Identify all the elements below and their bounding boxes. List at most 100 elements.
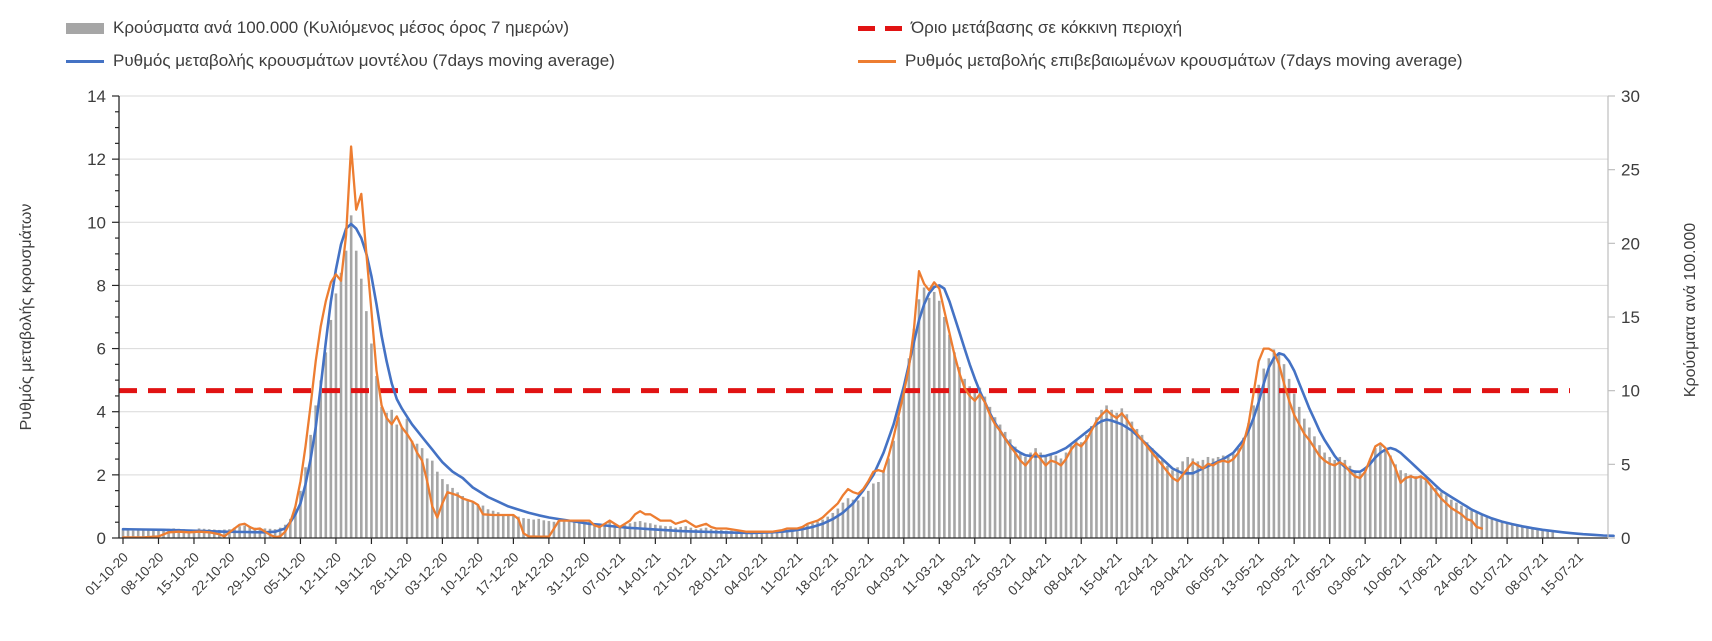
bar — [136, 529, 140, 538]
bar — [1155, 454, 1159, 538]
bar — [796, 528, 799, 538]
bar — [471, 501, 475, 538]
bar — [512, 515, 515, 538]
bar — [1292, 393, 1296, 538]
bar — [1531, 528, 1534, 538]
bar — [289, 518, 292, 538]
bar — [1003, 431, 1007, 538]
bar — [755, 532, 759, 538]
bar — [1257, 384, 1260, 538]
bar — [669, 526, 672, 538]
blue-line-icon — [66, 59, 104, 63]
bar — [182, 529, 186, 538]
bar — [1470, 510, 1473, 538]
bar — [1024, 456, 1027, 538]
bar — [922, 287, 926, 538]
bar — [1226, 456, 1230, 538]
bar — [1546, 530, 1549, 538]
bar — [1201, 459, 1205, 538]
legend-label-cases-per-100k: Κρούσματα ανά 100.000 (Κυλιόμενος μέσος … — [113, 18, 570, 37]
bar — [659, 525, 662, 538]
bar — [892, 440, 895, 538]
bar — [1333, 459, 1337, 538]
bar — [486, 509, 490, 538]
bar — [324, 352, 328, 538]
bar — [578, 521, 581, 538]
left-tick-label: 12 — [87, 150, 106, 169]
gridlines — [119, 95, 1608, 476]
bar — [593, 524, 596, 538]
left-tick-label: 0 — [97, 529, 106, 548]
bar — [887, 458, 890, 538]
bar — [365, 311, 368, 538]
bar — [436, 471, 439, 538]
bar — [501, 514, 505, 538]
bar — [1176, 467, 1179, 538]
bar — [1384, 449, 1387, 538]
bar — [476, 504, 480, 538]
bar — [872, 483, 875, 538]
bar — [841, 502, 845, 538]
bar — [1130, 421, 1134, 538]
bar — [349, 215, 353, 538]
bar — [856, 500, 860, 538]
right-axis-labels: 0 5 10 15 20 25 30 — [1621, 87, 1640, 548]
bar — [958, 367, 961, 538]
legend-label-red-threshold: Όριο μετάβασης σε κόκκινη περιοχή — [911, 18, 1183, 37]
bar — [699, 528, 703, 538]
bar — [674, 527, 677, 538]
bar — [785, 529, 789, 538]
right-tick-label: 25 — [1621, 161, 1640, 180]
bar — [451, 487, 454, 538]
bar — [1237, 448, 1240, 538]
bar — [689, 527, 693, 538]
bar — [1490, 518, 1494, 538]
bar — [1515, 525, 1519, 538]
bar — [1348, 465, 1352, 538]
bar — [1308, 427, 1311, 538]
bar — [334, 293, 338, 538]
bar — [359, 278, 363, 538]
bar — [1085, 434, 1088, 538]
bar — [1551, 531, 1555, 538]
bar — [410, 440, 414, 538]
bar — [613, 524, 617, 538]
bar — [309, 434, 312, 538]
bar — [1247, 423, 1250, 538]
bar — [390, 409, 394, 538]
bar — [1541, 529, 1544, 538]
bar — [1196, 461, 1200, 538]
bar — [937, 300, 941, 538]
bar — [1277, 353, 1281, 538]
bar — [801, 526, 804, 538]
left-tick-label: 14 — [87, 87, 106, 106]
left-tick-label: 6 — [97, 340, 106, 359]
bar — [1039, 452, 1042, 538]
bar — [1252, 405, 1255, 538]
bar — [527, 518, 530, 538]
bar — [1287, 378, 1291, 538]
bar — [1120, 408, 1124, 538]
bar — [897, 417, 901, 538]
bar — [507, 515, 510, 538]
left-tick-label: 2 — [97, 466, 106, 485]
bar — [643, 522, 647, 538]
bar — [177, 528, 181, 538]
bar — [192, 529, 196, 538]
bar — [547, 521, 551, 538]
bar — [1444, 495, 1448, 538]
bar — [572, 521, 576, 538]
bar — [1358, 473, 1362, 538]
bar — [633, 521, 637, 538]
bar — [1363, 467, 1367, 538]
bar — [1044, 456, 1048, 538]
bar — [157, 530, 160, 538]
bar — [278, 527, 282, 538]
bar — [943, 317, 946, 538]
bar — [1526, 527, 1529, 538]
bar — [1368, 458, 1372, 538]
bar — [1419, 477, 1423, 538]
bar — [314, 405, 317, 538]
